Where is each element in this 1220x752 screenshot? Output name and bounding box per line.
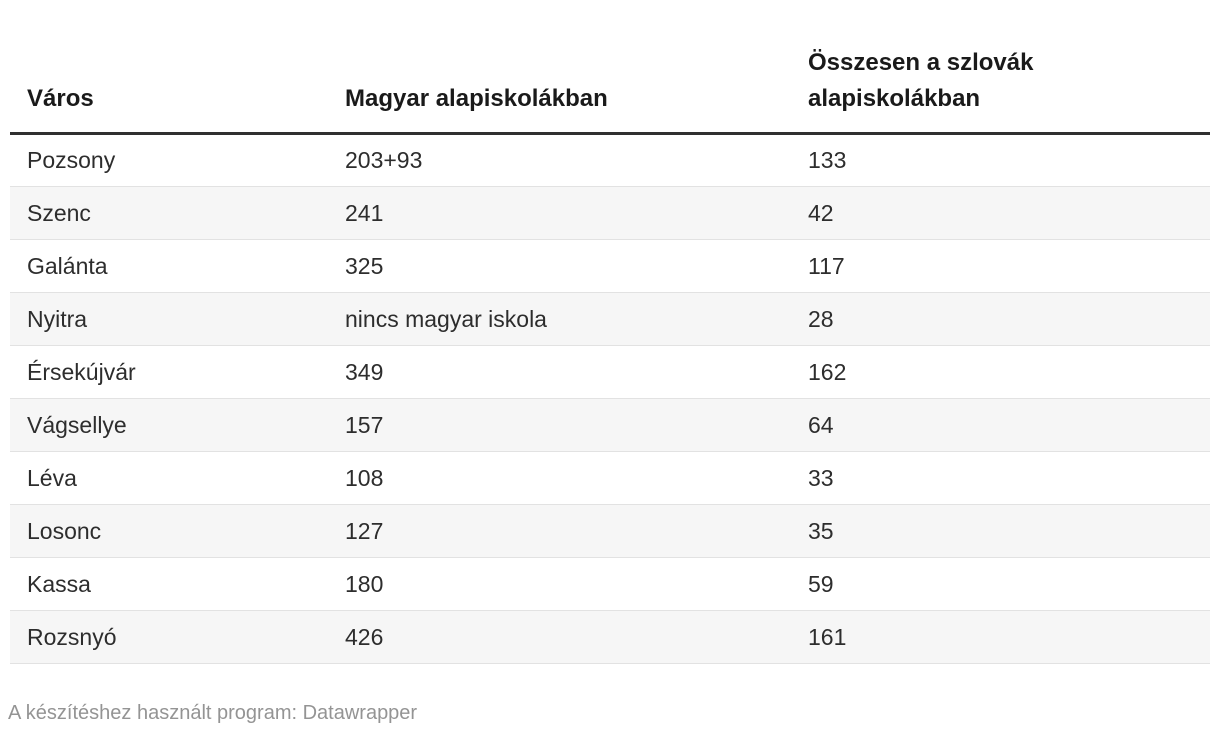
cell-slovak-schools: 162 <box>808 358 847 385</box>
table-row: Galánta 325 117 <box>10 239 1210 293</box>
cell-slovak-schools: 33 <box>808 464 834 491</box>
cell-hungarian-schools: 203+93 <box>345 147 423 173</box>
cell-slovak-schools: 161 <box>808 623 847 650</box>
cell-hungarian-schools: 349 <box>345 358 384 385</box>
cell-slovak-schools: 28 <box>808 305 834 332</box>
table-row: Szenc 241 42 <box>10 186 1210 240</box>
cell-slovak-schools: 42 <box>808 199 834 226</box>
header-row: Város Magyar alapiskolákban Összesen a s… <box>10 0 1210 135</box>
table-header: Város Magyar alapiskolákban Összesen a s… <box>10 0 1210 135</box>
cell-hungarian-schools: 180 <box>345 570 384 597</box>
cell-city: Rozsnyó <box>27 623 117 650</box>
column-header-city: Város <box>10 0 328 135</box>
table-row: Érsekújvár 349 162 <box>10 345 1210 399</box>
cell-slovak-schools: 117 <box>808 252 845 279</box>
table-row: Vágsellye 157 64 <box>10 398 1210 452</box>
cell-hungarian-schools: nincs magyar iskola <box>345 305 547 332</box>
table-row: Losonc 127 35 <box>10 504 1210 558</box>
table-row: Kassa 180 59 <box>10 557 1210 611</box>
cell-hungarian-schools: 325 <box>345 252 384 279</box>
column-header-slovak-schools: Összesen a szlovák alapiskolákban <box>791 0 1210 135</box>
cell-city: Érsekújvár <box>27 358 136 385</box>
table-body: Pozsony 203+93 133 Szenc 241 42 Galánta 325 117 N… <box>10 134 1210 664</box>
cell-hungarian-schools: 108 <box>345 464 384 491</box>
cell-city: Galánta <box>27 252 108 279</box>
cell-city: Pozsony <box>27 147 116 173</box>
cell-slovak-schools: 133 <box>808 147 847 173</box>
cell-hungarian-schools: 127 <box>345 517 384 544</box>
attribution-footer: A készítéshez használt program: Datawrap… <box>8 702 418 724</box>
cell-hungarian-schools: 241 <box>345 199 384 226</box>
table-row: Nyitra nincs magyar iskola 28 <box>10 292 1210 346</box>
cell-city: Szenc <box>27 199 91 226</box>
table-container: Város Magyar alapiskolákban Összesen a s… <box>10 0 1210 664</box>
cell-slovak-schools: 64 <box>808 411 834 438</box>
data-table: Város Magyar alapiskolákban Összesen a s… <box>10 0 1210 664</box>
cell-city: Losonc <box>27 517 102 544</box>
cell-city: Nyitra <box>27 305 88 332</box>
cell-slovak-schools: 35 <box>808 517 834 544</box>
cell-hungarian-schools: 157 <box>345 411 384 438</box>
table-row: Pozsony 203+93 133 <box>10 134 1210 187</box>
cell-city: Léva <box>27 464 77 491</box>
cell-city: Kassa <box>27 570 91 597</box>
table-row: Léva 108 33 <box>10 451 1210 505</box>
table-row: Rozsnyó 426 161 <box>10 610 1210 664</box>
cell-hungarian-schools: 426 <box>345 623 384 650</box>
column-header-hungarian-schools: Magyar alapiskolákban <box>328 0 791 135</box>
cell-city: Vágsellye <box>27 411 127 438</box>
cell-slovak-schools: 59 <box>808 570 834 597</box>
